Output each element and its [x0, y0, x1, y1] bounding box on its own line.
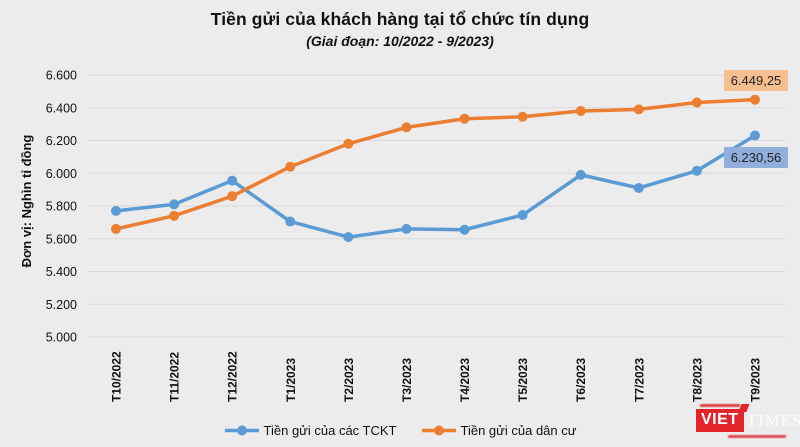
data-point: [401, 122, 412, 133]
data-point: [633, 104, 644, 115]
x-tick-label: T3/2023: [400, 358, 414, 402]
y-axis-title: Đơn vị: Nghìn tỉ đồng: [19, 134, 34, 268]
data-label-tckt: 6.230,56: [724, 147, 788, 168]
x-tick-label: T6/2023: [574, 358, 588, 402]
logo-tagline-bottom: [727, 435, 787, 438]
legend-label: Tiền gửi của các TCKT: [263, 423, 397, 438]
x-tick-label: T9/2023: [749, 358, 763, 402]
data-point: [401, 223, 412, 234]
logo-main: VIET TIMES: [696, 409, 800, 432]
y-tick-label: 5.200: [46, 298, 77, 312]
x-tick-label: T2/2023: [342, 358, 356, 402]
data-point: [343, 232, 354, 243]
y-tick-label: 5.400: [46, 265, 77, 279]
x-tick-label: T5/2023: [516, 358, 530, 402]
y-tick-label: 5.800: [46, 200, 77, 214]
chart-legend: Tiền gửi của các TCKT Tiền gửi của dân c…: [0, 423, 800, 438]
data-point: [691, 97, 702, 108]
data-point: [459, 113, 470, 124]
legend-label: Tiền gửi của dân cư: [460, 423, 577, 438]
x-tick-label: T8/2023: [690, 358, 704, 402]
logo-tagline-top: [699, 404, 741, 407]
legend-marker-line-icon: [224, 425, 260, 436]
data-label-dan-cu: 6.449,25: [724, 70, 788, 91]
data-point: [633, 182, 644, 193]
page-title: Tiền gửi của khách hàng tại tổ chức tín …: [210, 9, 590, 29]
data-point: [285, 216, 296, 227]
data-point: [111, 223, 121, 234]
logo-times-text: TIMES: [746, 410, 800, 430]
data-point: [575, 169, 586, 180]
data-point: [517, 210, 528, 221]
x-tick-label: T12/2022: [226, 351, 240, 402]
chart-subtitle: (Giai đoạn: 10/2022 - 9/2023): [306, 33, 494, 49]
x-tick-label: T11/2022: [168, 352, 182, 402]
x-tick-label: T4/2023: [458, 358, 472, 402]
y-tick-label: 6.400: [46, 101, 77, 115]
data-point: [750, 130, 760, 141]
y-tick-label: 5.000: [46, 331, 77, 345]
legend-item-tckt: Tiền gửi của các TCKT: [224, 423, 397, 438]
data-point: [459, 224, 470, 235]
data-point: [169, 199, 180, 210]
data-point: [517, 111, 528, 122]
x-tick-label: T7/2023: [632, 358, 646, 402]
y-tick-label: 5.600: [46, 232, 77, 246]
x-tick-label: T1/2023: [284, 358, 298, 402]
y-tick-label: 6.200: [46, 134, 77, 148]
data-point: [750, 94, 760, 105]
viettimes-logo: VIET TIMES: [696, 403, 800, 443]
x-tick-label: T10/2022: [110, 351, 124, 402]
legend-item-dan-cu: Tiền gửi của dân cư: [421, 423, 577, 438]
data-point: [227, 191, 238, 202]
data-point: [575, 106, 586, 117]
data-point: [691, 165, 702, 176]
legend-marker-line-icon: [421, 425, 457, 436]
series-line-1: [114, 97, 757, 231]
data-point: [285, 161, 296, 172]
series-line-0: [114, 133, 757, 239]
y-tick-label: 6.000: [46, 167, 77, 181]
logo-viet-text: VIET: [696, 409, 744, 432]
data-point: [169, 210, 180, 221]
y-tick-label: 6.600: [46, 69, 77, 83]
data-point: [227, 175, 238, 186]
data-point: [343, 138, 354, 149]
data-point: [111, 205, 121, 216]
